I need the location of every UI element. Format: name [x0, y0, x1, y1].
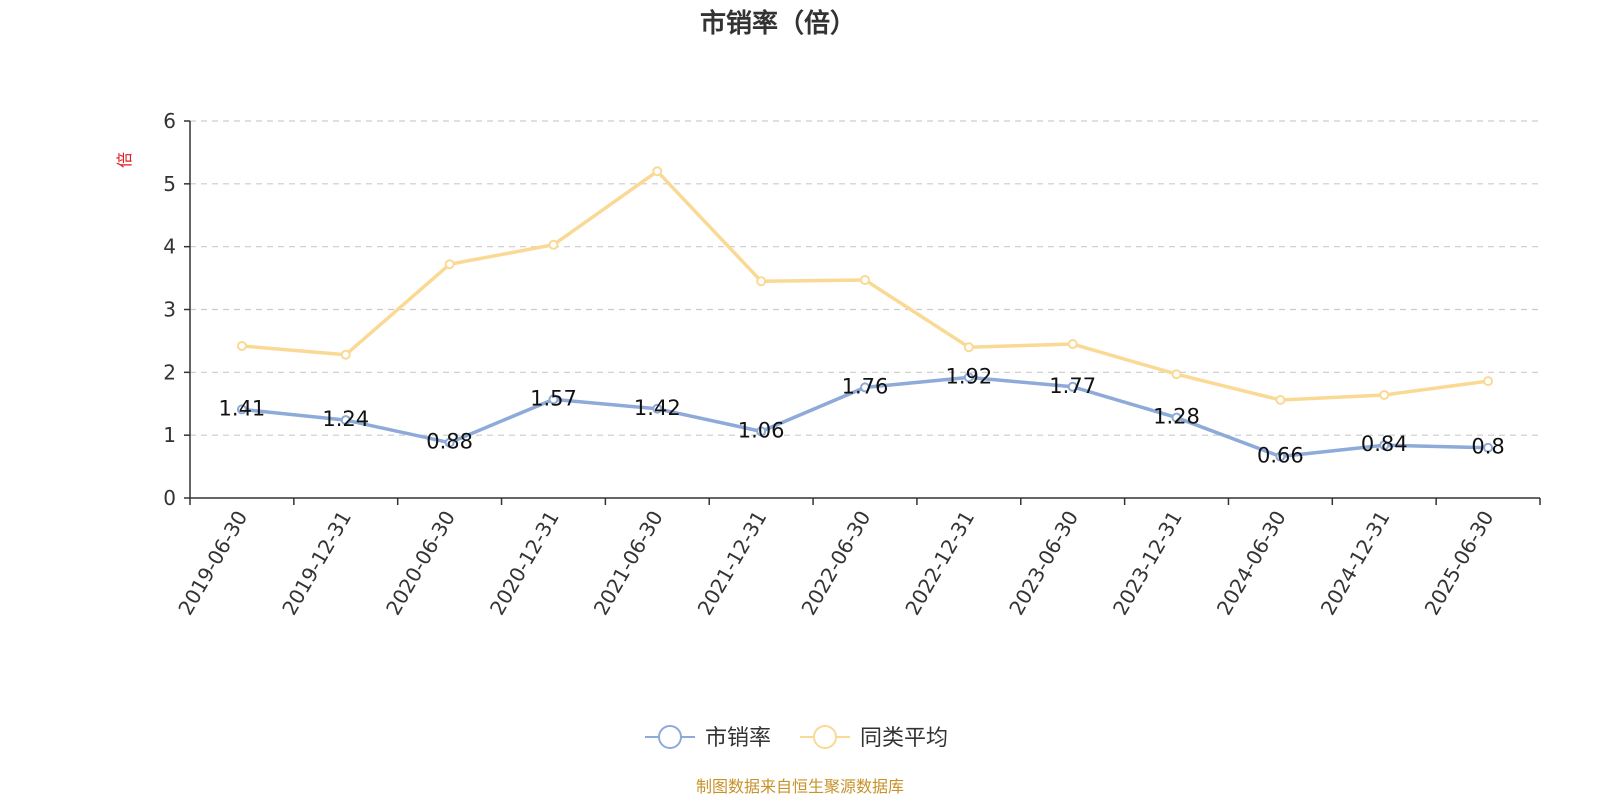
data-point[interactable] — [652, 403, 663, 414]
data-source-footer: 制图数据来自恒生聚源数据库 — [696, 777, 904, 796]
legend-label: 同类平均 — [860, 726, 948, 751]
axes: 0 1 2 3 4 5 6 2019-06-30 2019-12-31 2020-06-30 202… — [163, 109, 1541, 620]
data-point[interactable] — [340, 349, 351, 360]
data-point[interactable] — [1275, 394, 1286, 405]
data-label: 1.06 — [738, 418, 785, 442]
data-point[interactable] — [756, 276, 767, 287]
x-tick-label: 2021-06-30 — [589, 507, 668, 620]
series-line-peer-average — [241, 169, 1489, 402]
y-tick-label: 0 — [163, 486, 176, 510]
x-tick-label: 2023-06-30 — [1004, 507, 1083, 620]
y-tick-label: 6 — [163, 109, 176, 133]
legend-item-peer-average[interactable]: 同类平均 — [800, 725, 948, 751]
x-tick-label: 2024-12-31 — [1316, 507, 1395, 620]
data-point[interactable] — [1483, 376, 1494, 387]
data-point[interactable] — [963, 372, 974, 383]
data-label: 1.24 — [322, 407, 369, 431]
y-tick-label: 2 — [163, 360, 176, 384]
data-point[interactable] — [1379, 440, 1390, 451]
y-tick-label: 4 — [163, 235, 176, 259]
series-lines — [236, 166, 1494, 462]
y-tick-label: 3 — [163, 298, 176, 322]
x-tick-label: 2022-12-31 — [900, 507, 979, 620]
x-tick-label: 2020-12-31 — [485, 507, 564, 620]
x-tick-label: 2024-06-30 — [1212, 507, 1291, 620]
data-point[interactable] — [236, 340, 247, 351]
legend[interactable]: 市销率 同类平均 — [645, 725, 948, 751]
x-tick-label: 2020-06-30 — [381, 506, 460, 619]
data-point[interactable] — [444, 437, 455, 448]
legend-label: 市销率 — [705, 726, 771, 751]
data-point[interactable] — [548, 394, 559, 405]
data-point[interactable] — [652, 166, 663, 177]
data-point[interactable] — [548, 239, 559, 250]
data-point[interactable] — [756, 426, 767, 437]
legend-item-ps[interactable]: 市销率 — [645, 725, 771, 751]
data-label: 1.92 — [945, 364, 992, 388]
x-tick-label: 2023-12-31 — [1108, 507, 1187, 620]
x-tick-label: 2019-06-30 — [173, 507, 252, 620]
data-label: 0.8 — [1471, 435, 1504, 459]
data-label: 0.66 — [1257, 444, 1304, 468]
data-point[interactable] — [340, 415, 351, 426]
y-axis-unit-label: 倍 — [115, 152, 134, 168]
data-point[interactable] — [860, 382, 870, 393]
x-tick-label: 2021-12-31 — [693, 507, 772, 620]
x-tick-label: 2025-06-30 — [1420, 507, 1499, 620]
data-point[interactable] — [1483, 442, 1494, 453]
data-label: 1.41 — [219, 396, 266, 420]
x-tick-label: 2019-12-31 — [277, 507, 356, 620]
data-point[interactable] — [1275, 451, 1286, 462]
chart-title: 市销率（倍） — [700, 8, 856, 39]
data-labels: 1.41 1.24 0.88 1.57 1.42 1.06 1.76 1.92 1.77 1.28… — [219, 364, 1505, 467]
data-point[interactable] — [860, 274, 870, 285]
y-tick-label: 5 — [163, 172, 176, 196]
data-point[interactable] — [1171, 369, 1182, 380]
data-label: 1.77 — [1049, 374, 1096, 398]
data-label: 0.84 — [1361, 432, 1408, 456]
data-label: 1.42 — [634, 396, 681, 420]
data-point[interactable] — [1171, 412, 1182, 423]
data-point[interactable] — [1379, 389, 1390, 400]
y-tick-label: 1 — [163, 423, 176, 447]
grid-lines — [190, 120, 1540, 436]
data-point[interactable] — [236, 404, 247, 415]
data-label: 1.28 — [1153, 405, 1200, 429]
data-point[interactable] — [444, 259, 455, 270]
data-point[interactable] — [1067, 339, 1078, 350]
data-label: 0.88 — [426, 430, 473, 454]
data-label: 1.76 — [842, 374, 889, 398]
legend-marker-icon — [658, 725, 682, 749]
data-point[interactable] — [963, 342, 974, 353]
x-tick-label: 2022-06-30 — [796, 507, 875, 620]
data-label: 1.57 — [530, 386, 577, 410]
data-point[interactable] — [1067, 381, 1078, 392]
legend-marker-icon — [813, 725, 837, 749]
